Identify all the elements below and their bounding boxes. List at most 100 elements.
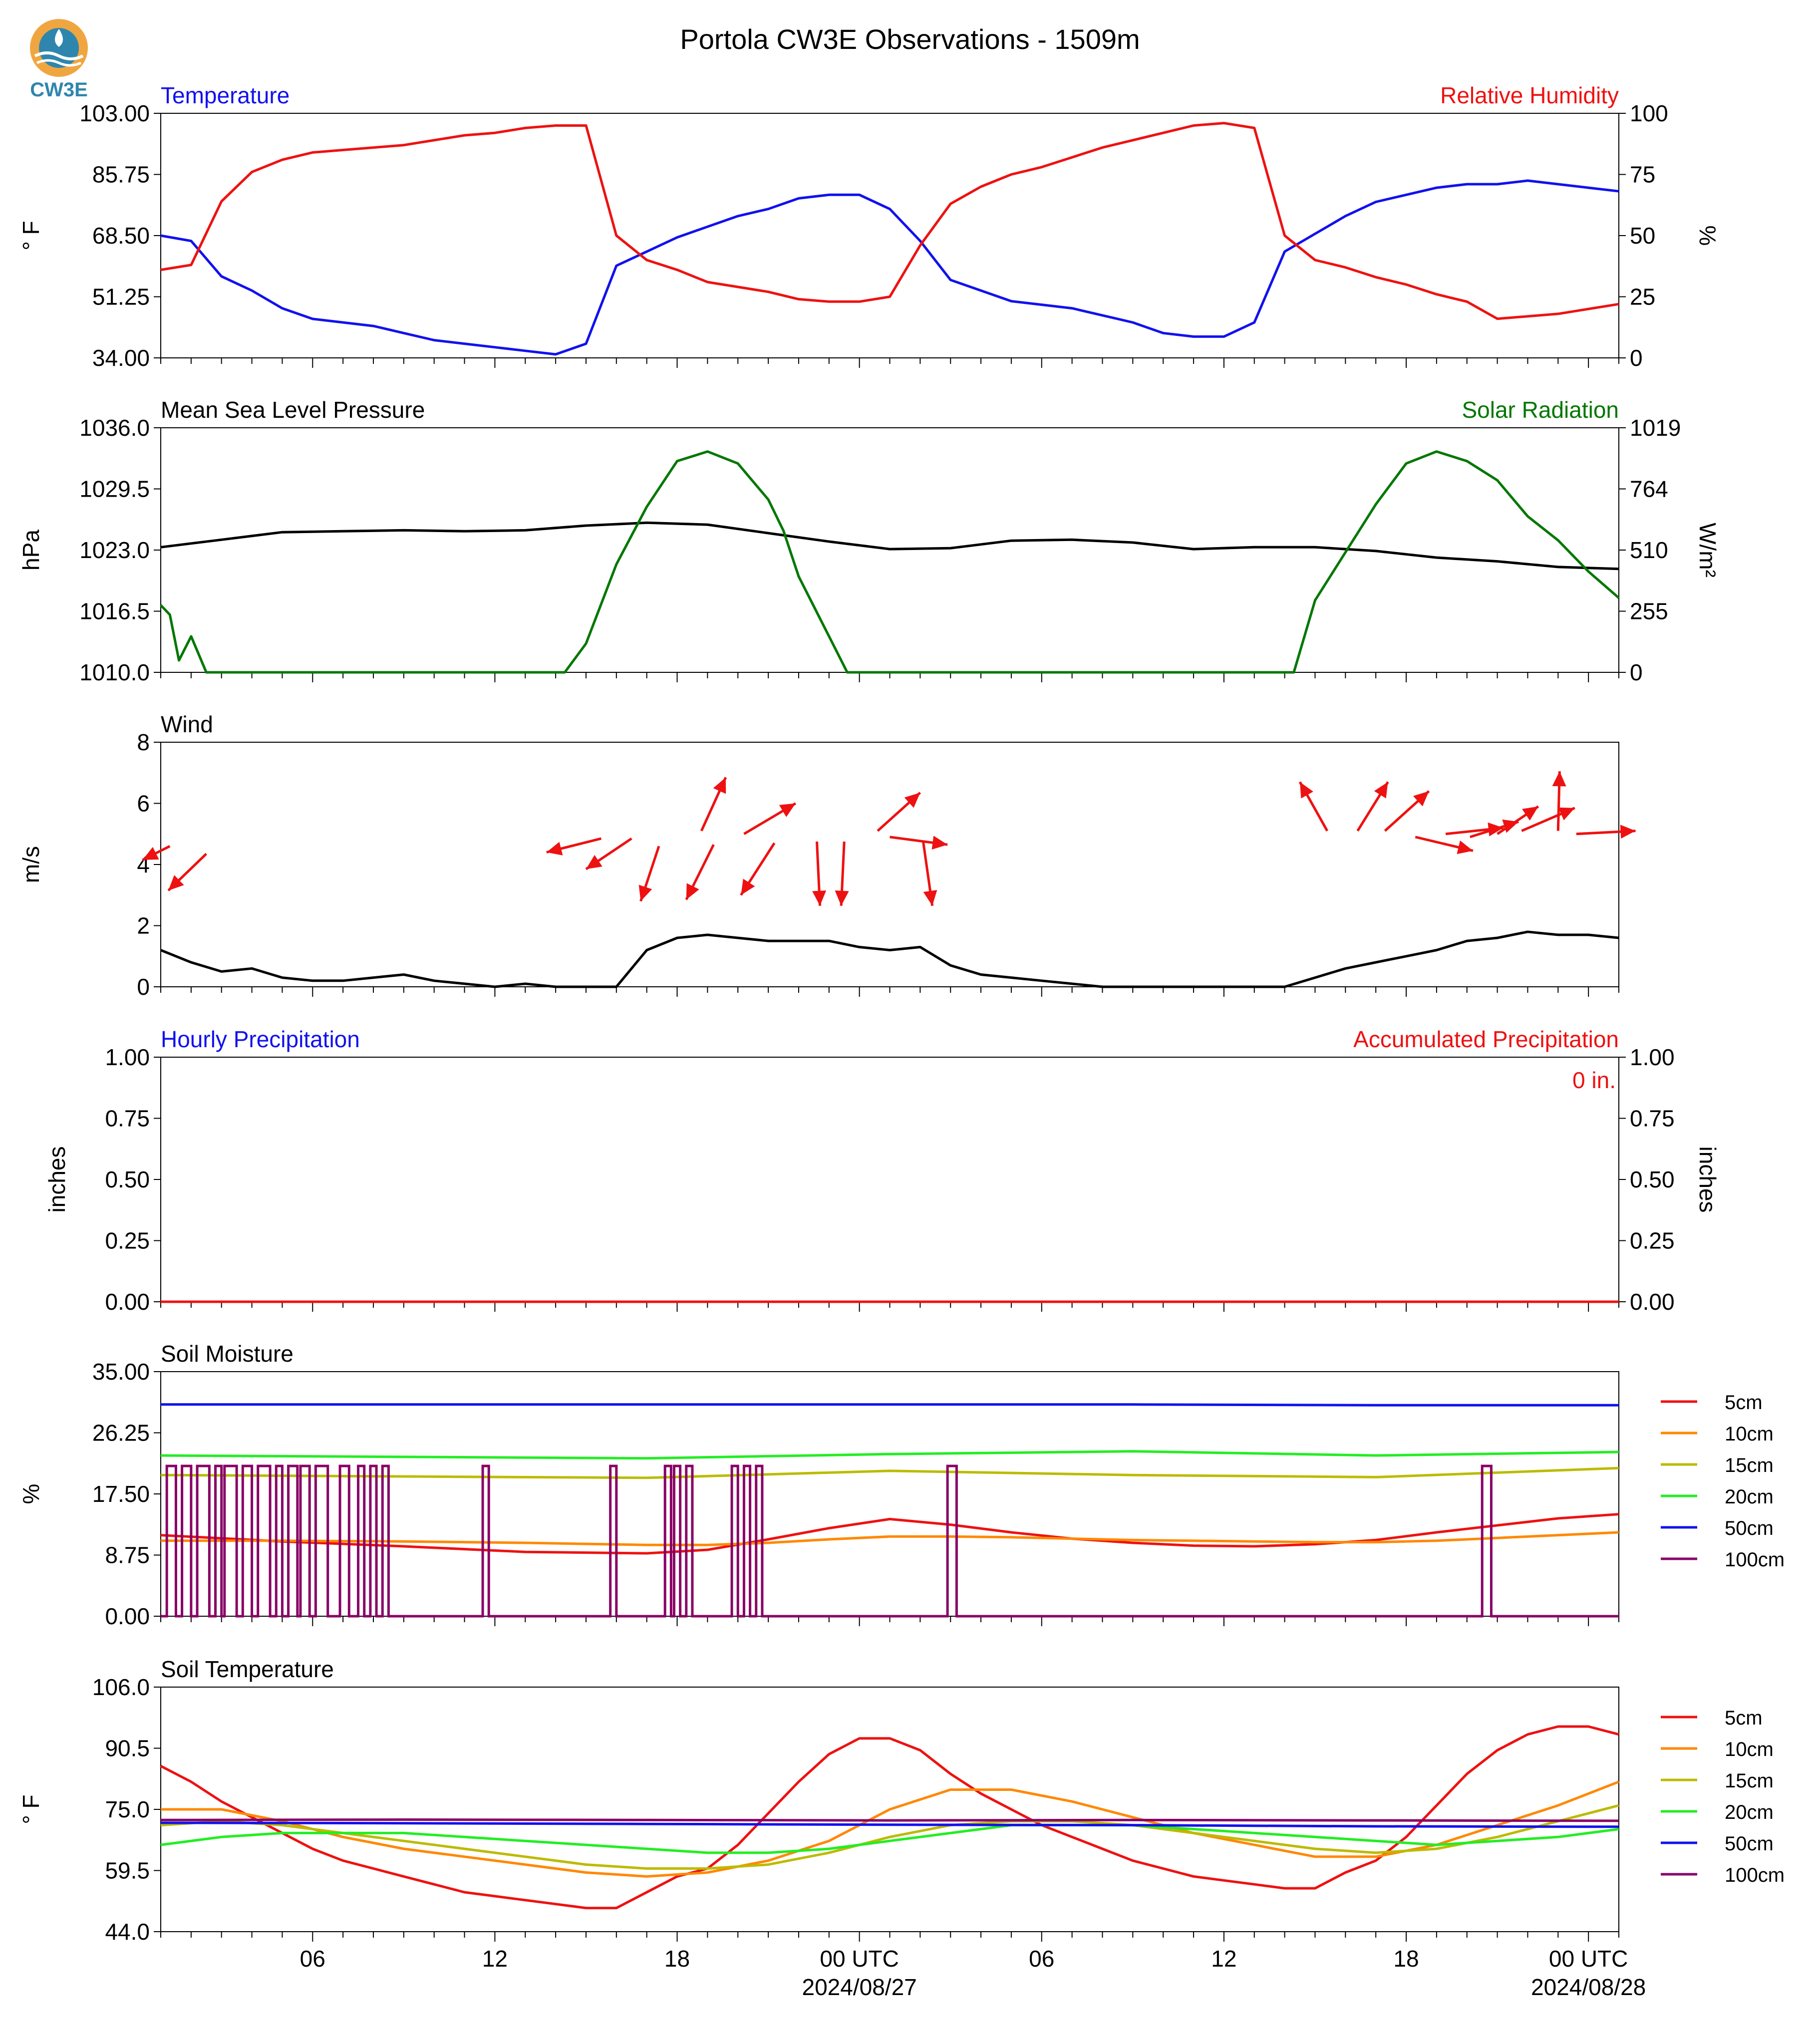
series-line-10cm	[161, 1780, 1619, 1878]
wind-arrow	[685, 844, 715, 900]
y-tick-label-left: 0.25	[105, 1228, 150, 1254]
legend-label: 10cm	[1725, 1423, 1774, 1445]
legend-label: 50cm	[1725, 1833, 1774, 1855]
y-tick-label-right: 100	[1630, 100, 1668, 126]
precip-total-annotation: 0 in.	[1572, 1067, 1616, 1093]
wind-arrow-head	[904, 793, 920, 808]
page-title: Portola CW3E Observations - 1509m	[680, 23, 1140, 55]
y-axis-label-left: %	[18, 1484, 44, 1504]
y-tick-label-left: 1029.5	[79, 476, 150, 502]
y-tick-label-left: 51.25	[92, 284, 150, 310]
y-tick-label-left: 8	[137, 729, 150, 755]
panel-right-title: Solar Radiation	[1462, 397, 1619, 423]
legend-label: 5cm	[1725, 1707, 1763, 1729]
wind-arrow-head	[812, 890, 827, 906]
wind-arrow	[700, 777, 727, 832]
y-tick-label-left: 1036.0	[79, 415, 150, 441]
wind-arrow	[1470, 819, 1519, 839]
x-tick-label: 06	[300, 1946, 325, 1972]
y-tick-label-right: 510	[1630, 537, 1668, 563]
wind-arrow-head	[1457, 840, 1473, 855]
panel-left-title: Soil Moisture	[161, 1341, 294, 1367]
y-tick-label-left: 106.0	[92, 1674, 150, 1700]
y-tick-label-left: 1010.0	[79, 659, 150, 685]
x-tick-label: 18	[1393, 1946, 1419, 1972]
series-line-100cm	[161, 1464, 1619, 1618]
y-tick-label-left: 2	[137, 913, 150, 939]
y-axis-label-left: inches	[44, 1147, 70, 1213]
wind-arrow	[1521, 807, 1575, 832]
series-line-temperature	[160, 179, 1619, 356]
logo-wave-icon	[34, 51, 84, 60]
wind-arrow	[1497, 805, 1539, 835]
y-tick-label-right: 0	[1630, 659, 1643, 685]
logo-wave2-icon	[36, 59, 82, 67]
x-tick-label: 06	[1029, 1946, 1054, 1972]
wind-arrow-head	[713, 777, 726, 794]
wind-arrow-head	[1413, 791, 1429, 807]
y-tick-label-left: 68.50	[92, 223, 150, 249]
y-tick-label-left: 1023.0	[79, 537, 150, 563]
wind-arrow-head	[1620, 825, 1636, 839]
y-tick-label-right: 0.25	[1630, 1228, 1675, 1254]
wind-arrow-head	[1558, 807, 1575, 821]
series-line-20cm	[160, 1824, 1619, 1854]
series-line-100cm	[160, 1818, 1619, 1822]
y-axis-label-left: ° F	[18, 1794, 44, 1824]
wind-arrow-head	[142, 847, 159, 860]
y-tick-label-left: 0.75	[105, 1106, 150, 1132]
x-tick-label: 12	[482, 1946, 508, 1972]
y-tick-label-right: 75	[1630, 162, 1655, 188]
wind-arrow-head	[741, 878, 755, 895]
y-tick-label-left: 59.5	[105, 1858, 150, 1884]
y-tick-label-left: 0	[137, 974, 150, 1000]
legend-label: 10cm	[1725, 1738, 1774, 1760]
panel-pressure_solar: Mean Sea Level Pressure Solar Radiation 10…	[18, 397, 1721, 685]
wind-arrow-head	[779, 803, 796, 817]
y-tick-label-right: 50	[1630, 223, 1655, 249]
wind-arrow	[1552, 771, 1566, 831]
panel-left-title: Mean Sea Level Pressure	[161, 397, 425, 423]
cw3e-logo: CW3E	[30, 19, 88, 101]
wind-arrow-head	[168, 875, 184, 891]
x-date-label: 2024/08/27	[802, 1974, 917, 2000]
series-line-50cm	[160, 1821, 1619, 1828]
wind-arrow-head	[586, 855, 603, 869]
y-tick-label-right: 255	[1630, 598, 1668, 624]
series-line-15cm	[160, 1466, 1619, 1479]
wind-arrow	[835, 841, 849, 906]
y-axis-label-left: ° F	[18, 221, 44, 250]
legend-label: 15cm	[1725, 1454, 1774, 1476]
logo-droplet-icon	[55, 29, 63, 47]
y-tick-label-left: 0.00	[105, 1603, 150, 1629]
y-axis-label-left: hPa	[18, 530, 44, 571]
panels: Temperature Relative Humidity 103.00 85.75 6…	[18, 82, 1785, 2000]
plot-frame	[160, 113, 1619, 358]
logo-text: CW3E	[30, 79, 88, 101]
series-line-10cm	[161, 1531, 1619, 1546]
legend-label: 100cm	[1725, 1864, 1785, 1886]
wind-arrow-head	[835, 890, 849, 906]
legend-label: 20cm	[1725, 1486, 1774, 1508]
series-line-wind	[160, 930, 1619, 988]
series-line-solar-radiation	[160, 450, 1620, 674]
wind-arrow	[877, 792, 921, 832]
series-line-5cm	[160, 1725, 1619, 1910]
y-tick-label-right: 764	[1630, 476, 1668, 502]
legend-label: 100cm	[1725, 1549, 1785, 1571]
wind-arrow-head	[1300, 782, 1313, 799]
panel-left-title: Soil Temperature	[161, 1656, 334, 1682]
y-tick-label-left: 44.0	[105, 1919, 150, 1945]
panel-right-title: Relative Humidity	[1440, 82, 1619, 108]
wind-arrow-head	[1522, 806, 1538, 821]
wind-arrow	[743, 802, 797, 835]
y-tick-label-right: 1019	[1630, 415, 1681, 441]
x-date-label: 2024/08/28	[1531, 1974, 1646, 2000]
panel-temp_rh: Temperature Relative Humidity 103.00 85.75 6…	[18, 82, 1721, 371]
wind-arrow	[812, 841, 827, 906]
y-tick-label-left: 6	[137, 791, 150, 817]
wind-arrow-head	[931, 836, 948, 850]
legend-label: 50cm	[1725, 1517, 1774, 1539]
wind-arrow	[1384, 790, 1430, 832]
